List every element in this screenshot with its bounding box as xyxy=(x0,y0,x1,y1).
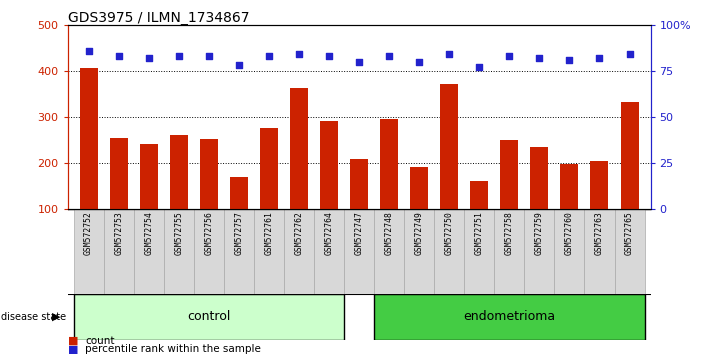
Text: ▶: ▶ xyxy=(52,312,60,322)
Bar xyxy=(194,209,224,294)
Text: GSM572751: GSM572751 xyxy=(475,211,483,255)
Bar xyxy=(380,119,398,255)
Bar xyxy=(501,140,518,255)
Text: endometrioma: endometrioma xyxy=(464,310,555,323)
Point xyxy=(263,53,274,59)
Point xyxy=(503,53,515,59)
Point xyxy=(293,51,304,57)
Text: GSM572764: GSM572764 xyxy=(324,211,333,255)
Text: GSM572754: GSM572754 xyxy=(144,211,153,255)
Text: GSM572749: GSM572749 xyxy=(415,211,424,255)
Bar xyxy=(524,209,555,294)
Point xyxy=(173,53,184,59)
Bar xyxy=(200,139,218,255)
Bar xyxy=(470,181,488,255)
Bar xyxy=(80,69,97,255)
Bar xyxy=(230,177,248,255)
Bar xyxy=(621,102,638,255)
Bar xyxy=(614,209,645,294)
Bar xyxy=(170,135,188,255)
Bar xyxy=(254,209,284,294)
Bar xyxy=(314,209,344,294)
Bar xyxy=(139,144,158,255)
Point xyxy=(113,53,124,59)
Point xyxy=(353,59,365,64)
Text: GSM572759: GSM572759 xyxy=(535,211,544,255)
Point xyxy=(564,57,575,63)
Text: GSM572756: GSM572756 xyxy=(204,211,213,255)
Bar xyxy=(344,209,374,294)
Bar xyxy=(320,121,338,255)
Text: GDS3975 / ILMN_1734867: GDS3975 / ILMN_1734867 xyxy=(68,11,249,25)
Bar xyxy=(284,209,314,294)
Text: GSM572748: GSM572748 xyxy=(385,211,394,255)
Bar xyxy=(290,88,308,255)
Text: disease state: disease state xyxy=(1,312,66,322)
Bar xyxy=(164,209,194,294)
Bar xyxy=(374,209,404,294)
Bar xyxy=(134,209,164,294)
Bar xyxy=(104,209,134,294)
Bar xyxy=(494,209,524,294)
Bar xyxy=(73,294,344,340)
Text: ■: ■ xyxy=(68,336,78,346)
Point xyxy=(203,53,215,59)
Point xyxy=(594,55,605,61)
Text: GSM572763: GSM572763 xyxy=(595,211,604,255)
Bar xyxy=(464,209,494,294)
Bar xyxy=(374,294,645,340)
Point xyxy=(624,51,635,57)
Point xyxy=(324,53,335,59)
Point xyxy=(143,55,154,61)
Bar xyxy=(350,159,368,255)
Point xyxy=(534,55,545,61)
Text: GSM572762: GSM572762 xyxy=(294,211,304,255)
Bar xyxy=(555,209,584,294)
Point xyxy=(83,48,95,53)
Bar xyxy=(560,164,579,255)
Bar xyxy=(410,167,428,255)
Text: GSM572755: GSM572755 xyxy=(174,211,183,255)
Text: GSM572752: GSM572752 xyxy=(84,211,93,255)
Text: GSM572758: GSM572758 xyxy=(505,211,514,255)
Text: control: control xyxy=(187,310,230,323)
Bar xyxy=(224,209,254,294)
Bar xyxy=(404,209,434,294)
Text: GSM572753: GSM572753 xyxy=(114,211,123,255)
Point xyxy=(233,62,245,68)
Text: ■: ■ xyxy=(68,344,78,354)
Bar xyxy=(590,161,609,255)
Text: GSM572747: GSM572747 xyxy=(355,211,363,255)
Point xyxy=(474,64,485,70)
Text: GSM572765: GSM572765 xyxy=(625,211,634,255)
Point xyxy=(444,51,455,57)
Bar xyxy=(73,209,104,294)
Point xyxy=(383,53,395,59)
Point xyxy=(414,59,425,64)
Text: GSM572757: GSM572757 xyxy=(235,211,243,255)
Bar xyxy=(440,84,458,255)
Bar xyxy=(530,147,548,255)
Bar xyxy=(260,129,278,255)
Bar xyxy=(434,209,464,294)
Bar xyxy=(109,138,128,255)
Text: count: count xyxy=(85,336,114,346)
Bar xyxy=(584,209,614,294)
Text: GSM572760: GSM572760 xyxy=(565,211,574,255)
Text: GSM572761: GSM572761 xyxy=(264,211,274,255)
Text: GSM572750: GSM572750 xyxy=(444,211,454,255)
Text: percentile rank within the sample: percentile rank within the sample xyxy=(85,344,261,354)
